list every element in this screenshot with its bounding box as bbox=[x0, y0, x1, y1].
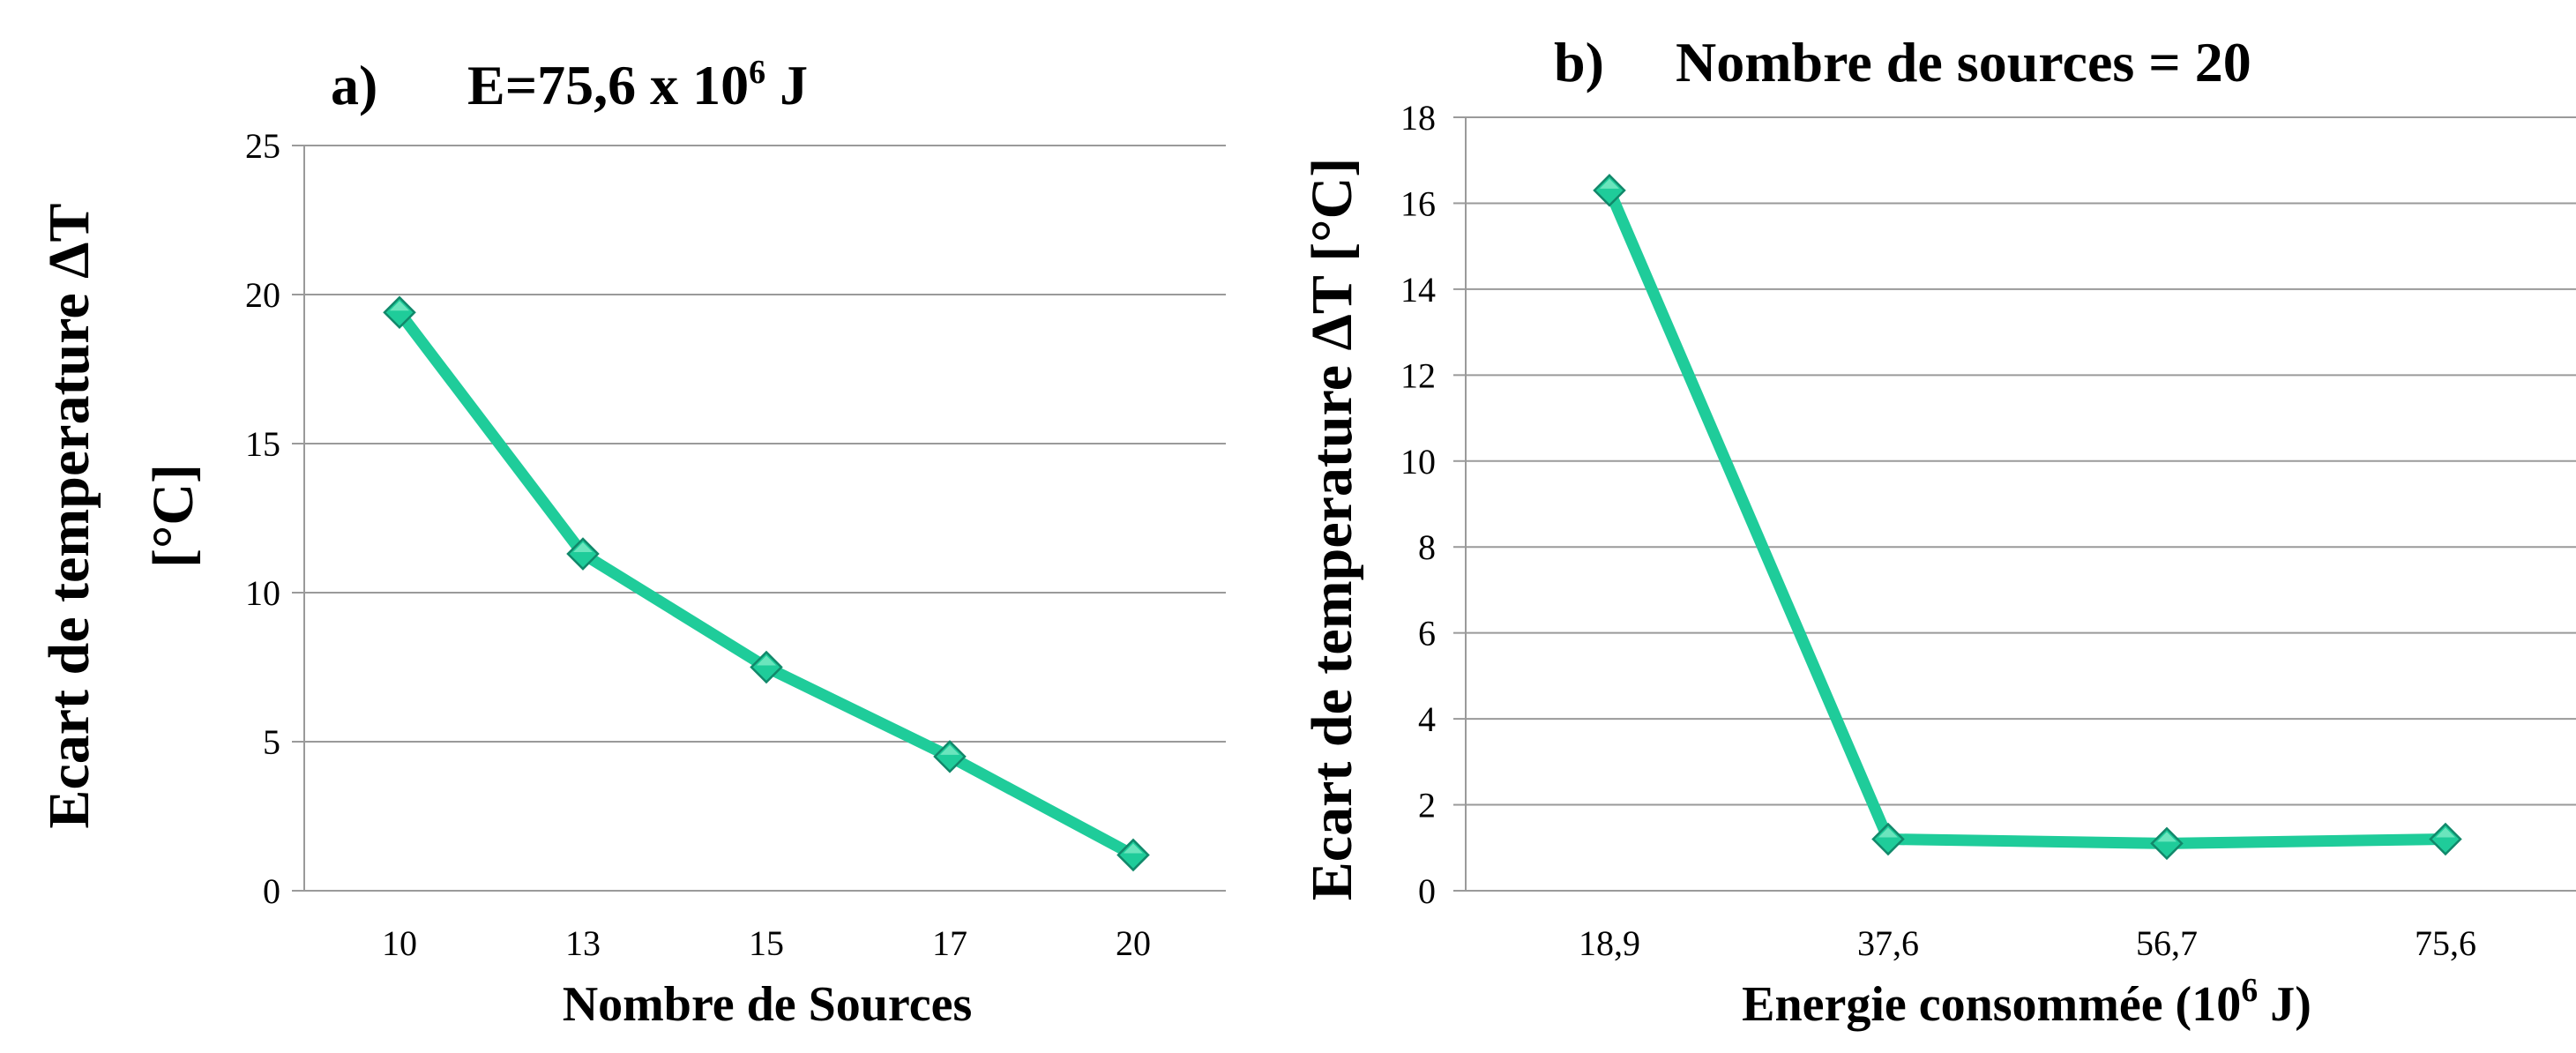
y-tick-label: 6 bbox=[1418, 614, 1436, 653]
chart-b-x-axis-label: Energie consommée (106 J) bbox=[1742, 972, 2311, 1032]
data-point-highlight bbox=[1878, 827, 1898, 838]
x-tick-label: 75,6 bbox=[2415, 923, 2476, 963]
data-point-highlight bbox=[1124, 843, 1143, 854]
data-point-highlight bbox=[2436, 827, 2455, 838]
data-point-marker bbox=[1871, 822, 1905, 856]
chart-a-y-ticks: 0 5 10 15 20 25 bbox=[245, 126, 280, 911]
y-tick-label: 18 bbox=[1400, 98, 1436, 138]
data-point-marker bbox=[566, 537, 600, 571]
data-point-marker bbox=[1116, 838, 1150, 872]
data-point-highlight bbox=[390, 301, 409, 311]
y-tick-label: 20 bbox=[245, 275, 280, 315]
chart-b-gridlines bbox=[1453, 116, 2576, 892]
x-tick-label: 17 bbox=[932, 923, 967, 963]
y-tick-label: 14 bbox=[1400, 270, 1436, 310]
chart-b-y-axis-label: Ecart de temperature ΔT [°C] bbox=[1300, 158, 1364, 900]
x-tick-label: 18,9 bbox=[1579, 923, 1640, 963]
data-point-highlight bbox=[757, 655, 776, 666]
chart-a-title: E=75,6 x 106 J bbox=[467, 54, 808, 116]
chart-b-series-line bbox=[1603, 184, 2452, 849]
chart-a-title-prefix: a) bbox=[331, 54, 377, 116]
y-tick-label: 4 bbox=[1418, 699, 1436, 739]
x-tick-label: 37,6 bbox=[1857, 923, 1919, 963]
data-point-marker bbox=[1593, 174, 1626, 207]
x-tick-label: 56,7 bbox=[2136, 923, 2198, 963]
y-tick-label: 10 bbox=[245, 573, 280, 613]
chart-b-title: Nombre de sources = 20 bbox=[1676, 31, 2251, 93]
y-tick-label: 16 bbox=[1400, 183, 1436, 223]
chart-a-y-axis-label-line1: Ecart de temperature ΔT bbox=[37, 203, 101, 828]
y-tick-label: 0 bbox=[263, 871, 280, 911]
chart-b-title-prefix: b) bbox=[1554, 31, 1604, 93]
chart-a-x-axis-label: Nombre de Sources bbox=[563, 977, 973, 1032]
y-tick-label: 15 bbox=[245, 424, 280, 464]
chart-a-points bbox=[383, 295, 1150, 872]
y-tick-label: 5 bbox=[263, 722, 280, 762]
chart-a-gridlines bbox=[292, 145, 1226, 892]
y-tick-label: 8 bbox=[1418, 527, 1436, 567]
y-tick-label: 10 bbox=[1400, 442, 1436, 482]
y-tick-label: 0 bbox=[1418, 871, 1436, 911]
x-tick-label: 13 bbox=[565, 923, 601, 963]
x-tick-label: 10 bbox=[382, 923, 417, 963]
data-point-marker bbox=[383, 295, 416, 330]
chart-a-series-line bbox=[393, 306, 1139, 861]
chart-a-x-ticks: 10 13 15 17 20 bbox=[382, 923, 1151, 963]
x-tick-label: 20 bbox=[1116, 923, 1151, 963]
chart-b-points bbox=[1593, 174, 2462, 861]
data-point-highlight bbox=[1600, 178, 1619, 189]
data-point-highlight bbox=[940, 744, 959, 755]
data-point-highlight bbox=[2157, 832, 2177, 842]
data-point-marker bbox=[933, 740, 967, 773]
y-tick-label: 25 bbox=[245, 126, 280, 166]
chart-b-y-ticks: 0 2 4 6 8 10 12 14 16 18 bbox=[1400, 98, 1436, 911]
chart-b: 0 2 4 6 8 10 12 14 16 18 18,9 37,6 56,7 75,6 b) Nomb… bbox=[1300, 31, 2576, 1032]
y-tick-label: 12 bbox=[1400, 355, 1436, 395]
x-tick-label: 15 bbox=[749, 923, 784, 963]
data-point-highlight bbox=[573, 542, 593, 553]
chart-b-x-ticks: 18,9 37,6 56,7 75,6 bbox=[1579, 923, 2476, 963]
chart-a-y-axis-label-line2: [°C] bbox=[141, 464, 205, 568]
data-point-marker bbox=[2150, 826, 2184, 861]
data-point-marker bbox=[750, 650, 783, 684]
y-tick-label: 2 bbox=[1418, 786, 1436, 825]
data-point-marker bbox=[2429, 822, 2462, 856]
